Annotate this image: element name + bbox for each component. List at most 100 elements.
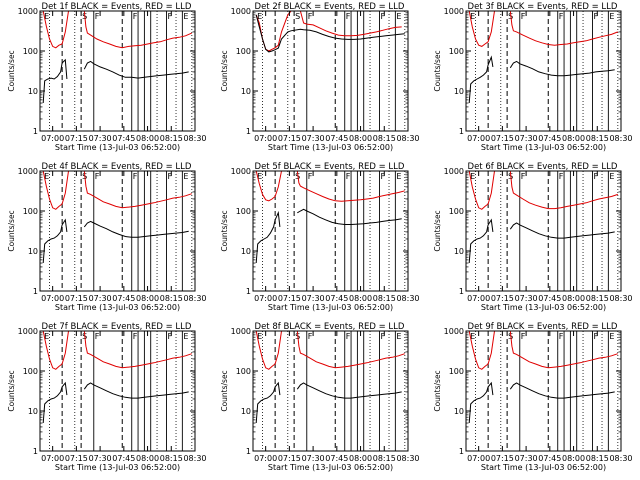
x-tick-label: 08:15 <box>586 134 609 143</box>
x-tick-label: 07:15 <box>491 294 514 303</box>
y-tick-label: 10 <box>241 87 251 96</box>
x-tick-label: 07:30 <box>89 294 112 303</box>
saa-flag-lines <box>49 331 193 451</box>
lld-series-line <box>296 331 405 369</box>
x-tick-label: 07:00 <box>41 454 64 463</box>
flag-label: F <box>594 12 599 21</box>
flag-label: E <box>396 172 401 181</box>
flag-label: F <box>95 12 100 21</box>
flag-label: E <box>183 12 188 21</box>
flag-label: F <box>594 172 599 181</box>
saa-flag-lines <box>262 171 406 291</box>
y-tick-label: 10 <box>28 87 38 96</box>
saa-flag-lines <box>262 331 406 451</box>
flag-label: E <box>183 332 188 341</box>
x-tick-label: 08:15 <box>586 294 609 303</box>
chart-title: Det 9f BLACK = Events, RED = LLD <box>468 322 618 332</box>
x-tick-label: 08:15 <box>586 454 609 463</box>
flag-label: F <box>559 12 564 21</box>
saa-flag-lines <box>49 171 193 291</box>
series-group <box>255 171 405 264</box>
flag-label: F <box>521 332 526 341</box>
flag-label: F <box>521 172 526 181</box>
x-tick-label: 08:30 <box>183 294 206 303</box>
flag-label: E <box>44 172 49 181</box>
flag-label: E <box>396 12 401 21</box>
y-tick-label: 100 <box>449 207 464 216</box>
x-tick-label: 08:30 <box>396 454 419 463</box>
flag-label: E <box>396 332 401 341</box>
series-group <box>255 11 405 53</box>
series-group <box>42 171 192 264</box>
flag-label: E <box>257 172 262 181</box>
x-tick-label: 07:15 <box>65 134 88 143</box>
plot-frame <box>252 330 409 452</box>
flag-label: F <box>168 332 173 341</box>
y-tick-label: 100 <box>23 207 38 216</box>
x-tick-label: 07:45 <box>325 294 348 303</box>
y-axis-label: Counts/sec <box>220 50 229 91</box>
x-tick-label: 07:45 <box>538 134 561 143</box>
y-tick-label: 100 <box>236 47 251 56</box>
chart-title: Det 6f BLACK = Events, RED = LLD <box>468 162 618 172</box>
flag-label: F <box>168 12 173 21</box>
events-series-line <box>468 218 494 264</box>
lld-series-line <box>468 11 495 47</box>
x-axis-label: Start Time (13-Jul-03 06:52:00) <box>481 463 606 472</box>
x-tick-label: 08:15 <box>373 134 396 143</box>
lld-series-line <box>255 331 282 370</box>
y-tick-label: 1000 <box>18 7 38 16</box>
x-tick-label: 07:15 <box>65 454 88 463</box>
lld-series-line <box>255 171 282 202</box>
plot-frame <box>39 170 196 292</box>
x-tick-label: 08:15 <box>373 294 396 303</box>
flag-label: F <box>308 172 313 181</box>
x-tick-label: 07:00 <box>41 294 64 303</box>
lld-series-line <box>83 11 192 49</box>
saa-flag-lines <box>475 171 619 291</box>
x-tick-label: 08:00 <box>136 454 159 463</box>
x-tick-label: 08:15 <box>373 454 396 463</box>
x-tick-label: 08:00 <box>136 134 159 143</box>
events-series-line <box>42 58 68 104</box>
lld-series-line <box>83 171 192 209</box>
lld-series-line <box>509 331 618 369</box>
flag-label: F <box>133 12 138 21</box>
events-series-line <box>83 60 189 79</box>
flag-label: F <box>381 172 386 181</box>
x-tick-label: 08:00 <box>562 134 585 143</box>
flag-label: F <box>95 332 100 341</box>
y-tick-label: 1 <box>246 287 251 296</box>
y-tick-label: 1 <box>33 127 38 136</box>
y-tick-label: 1 <box>33 287 38 296</box>
events-series-line <box>509 222 615 239</box>
saa-flag-lines <box>49 11 193 131</box>
x-tick-label: 07:30 <box>515 134 538 143</box>
x-tick-label: 07:45 <box>325 134 348 143</box>
chart-title: Det 7f BLACK = Events, RED = LLD <box>42 322 192 332</box>
x-tick-label: 07:30 <box>302 134 325 143</box>
x-tick-label: 07:15 <box>491 134 514 143</box>
events-series-line <box>255 210 281 264</box>
x-tick-label: 07:30 <box>302 294 325 303</box>
x-tick-label: 07:00 <box>254 294 277 303</box>
events-series-line <box>255 381 281 424</box>
x-axis-label: Start Time (13-Jul-03 06:52:00) <box>268 303 393 312</box>
x-tick-label: 08:30 <box>609 454 632 463</box>
x-axis-label: Start Time (13-Jul-03 06:52:00) <box>55 143 180 152</box>
flag-label: E <box>470 12 475 21</box>
x-tick-label: 08:30 <box>609 294 632 303</box>
flag-label: F <box>95 172 100 181</box>
x-tick-label: 07:00 <box>254 134 277 143</box>
plot-frame <box>252 170 409 292</box>
flag-label: F <box>133 172 138 181</box>
x-axis-label: Start Time (13-Jul-03 06:52:00) <box>55 303 180 312</box>
series-group <box>468 11 618 104</box>
y-tick-label: 10 <box>241 247 251 256</box>
x-tick-label: 08:00 <box>349 134 372 143</box>
flag-label: F <box>346 332 351 341</box>
